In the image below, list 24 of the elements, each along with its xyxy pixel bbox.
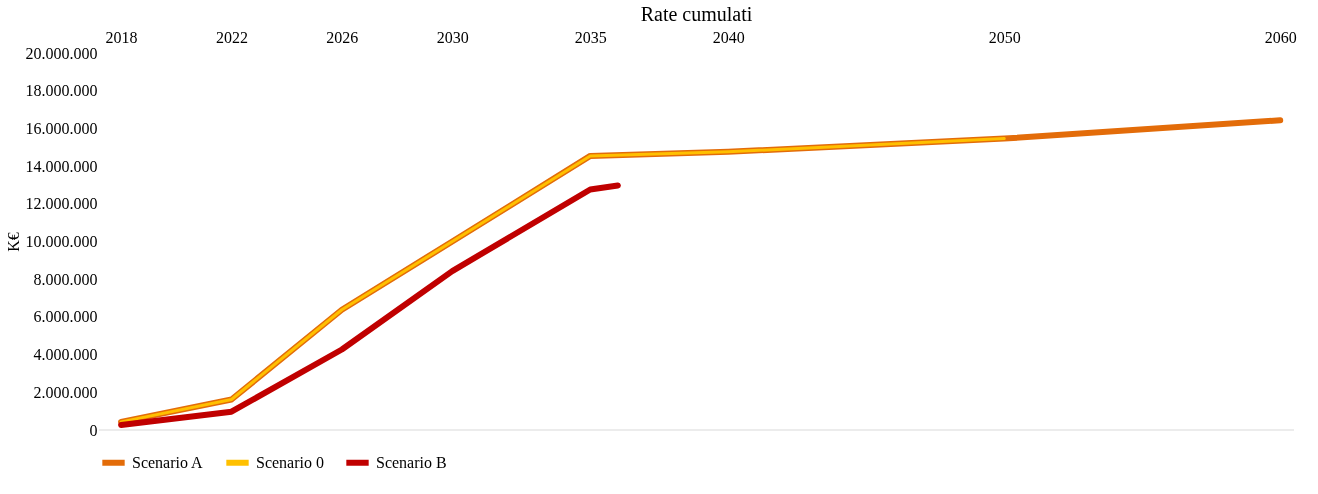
y-axis-title: K€ <box>4 232 22 252</box>
legend-label: Scenario 0 <box>256 453 324 471</box>
x-tick-label: 2050 <box>988 28 1021 46</box>
y-tick-label: 0 <box>89 421 98 439</box>
legend-label: Scenario B <box>376 453 447 471</box>
y-tick-label: 18.000.000 <box>25 82 98 100</box>
y-tick-label: 8.000.000 <box>33 270 98 288</box>
x-tick-label: 2030 <box>436 28 469 46</box>
chart-title: Rate cumulati <box>640 3 753 25</box>
legend-label: Scenario A <box>132 453 204 471</box>
y-tick-label: 16.000.000 <box>25 119 98 137</box>
x-tick-label: 2026 <box>326 28 359 46</box>
y-tick-label: 20.000.000 <box>25 44 98 62</box>
y-tick-label: 12.000.000 <box>25 195 98 213</box>
x-tick-label: 2035 <box>574 28 607 46</box>
y-tick-label: 6.000.000 <box>33 308 98 326</box>
y-tick-label: 14.000.000 <box>25 157 98 175</box>
x-tick-label: 2040 <box>712 28 745 46</box>
x-tick-label: 2060 <box>1264 28 1297 46</box>
y-tick-label: 4.000.000 <box>33 346 98 364</box>
y-tick-label: 2.000.000 <box>33 383 98 401</box>
x-tick-label: 2022 <box>215 28 248 46</box>
x-tick-label: 2018 <box>105 28 138 46</box>
y-tick-label: 10.000.000 <box>25 233 98 250</box>
